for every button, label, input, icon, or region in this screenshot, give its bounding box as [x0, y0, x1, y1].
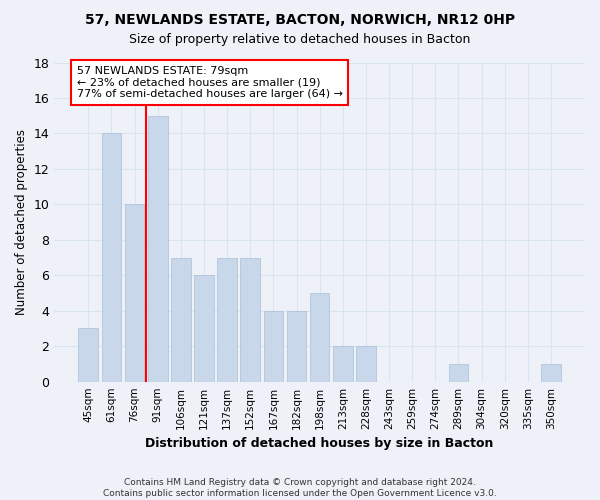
Text: 57, NEWLANDS ESTATE, BACTON, NORWICH, NR12 0HP: 57, NEWLANDS ESTATE, BACTON, NORWICH, NR… [85, 12, 515, 26]
Bar [263, 311, 283, 382]
Bar [101, 134, 121, 382]
Bar [541, 364, 561, 382]
Bar [194, 276, 214, 382]
Bar [333, 346, 353, 382]
Bar [356, 346, 376, 382]
Bar [287, 311, 307, 382]
Bar [148, 116, 167, 382]
Bar [241, 258, 260, 382]
Bar [171, 258, 191, 382]
Bar [79, 328, 98, 382]
Y-axis label: Number of detached properties: Number of detached properties [15, 129, 28, 315]
Text: 57 NEWLANDS ESTATE: 79sqm
← 23% of detached houses are smaller (19)
77% of semi-: 57 NEWLANDS ESTATE: 79sqm ← 23% of detac… [77, 66, 343, 99]
X-axis label: Distribution of detached houses by size in Bacton: Distribution of detached houses by size … [145, 437, 494, 450]
Bar [310, 293, 329, 382]
Text: Size of property relative to detached houses in Bacton: Size of property relative to detached ho… [130, 32, 470, 46]
Bar [217, 258, 237, 382]
Bar [449, 364, 469, 382]
Text: Contains HM Land Registry data © Crown copyright and database right 2024.
Contai: Contains HM Land Registry data © Crown c… [103, 478, 497, 498]
Bar [125, 204, 145, 382]
